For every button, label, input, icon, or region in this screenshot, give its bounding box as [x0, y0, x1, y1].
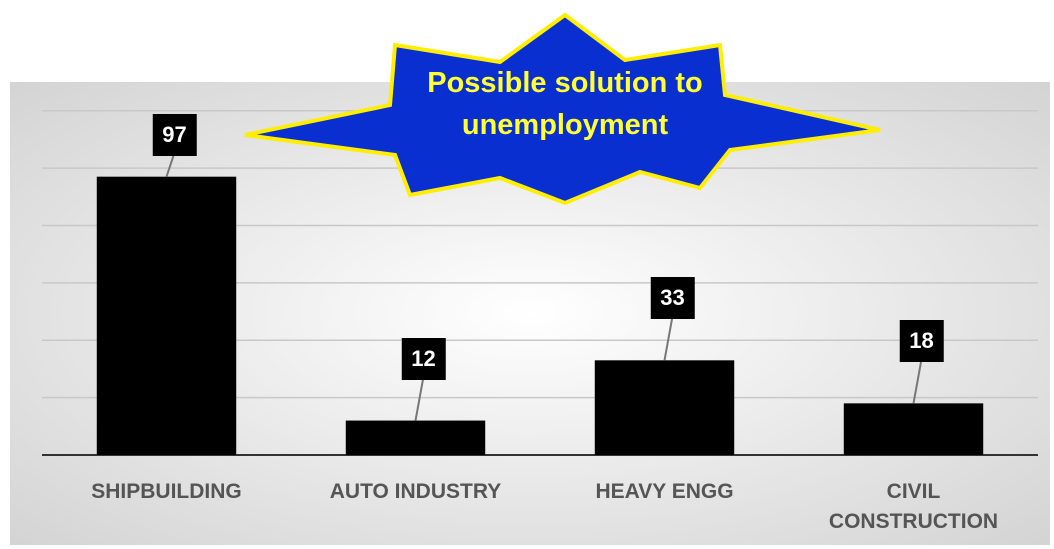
x-tick-label: HEAVY ENGG: [595, 480, 734, 503]
bar: [345, 420, 486, 455]
x-tick-label: SHIPBUILDING: [91, 480, 242, 503]
chart-title: Possible solution to unemployment: [427, 67, 703, 141]
x-tick-label: CIVIL CONSTRUCTION: [828, 480, 999, 533]
leader-line: [663, 316, 674, 361]
data-label: 18: [899, 320, 944, 363]
leader-line: [912, 359, 923, 404]
bar: [594, 360, 735, 455]
data-label: 33: [650, 277, 695, 320]
data-label: 12: [401, 337, 446, 380]
leader-line: [165, 152, 176, 178]
x-tick-label: AUTO INDUSTRY: [329, 480, 502, 503]
data-label: 97: [152, 113, 197, 156]
title-star: [244, 12, 881, 206]
bar: [96, 176, 237, 455]
leader-line: [414, 376, 425, 421]
bar: [843, 403, 984, 455]
